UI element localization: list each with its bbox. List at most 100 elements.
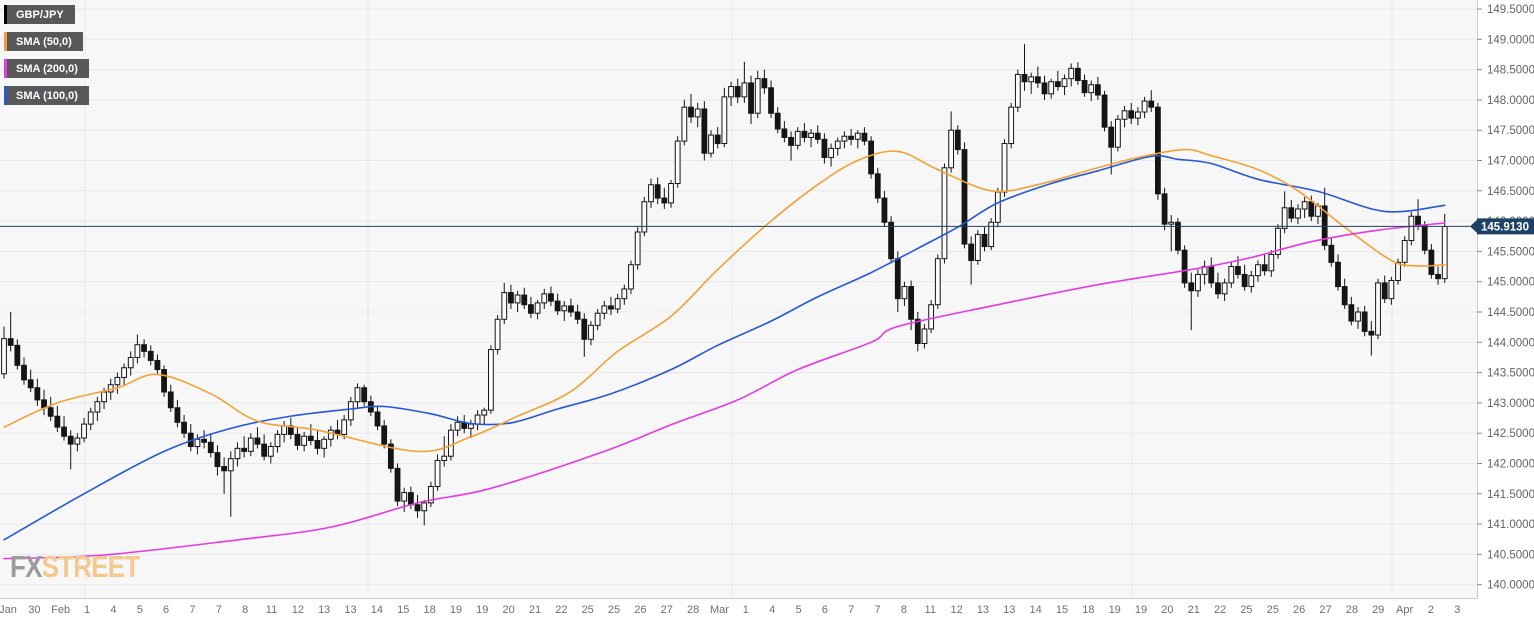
up-candle [354, 383, 361, 409]
down-candle [61, 416, 67, 441]
price-tick-label: 140.0000 [1487, 580, 1534, 592]
up-candle [81, 418, 87, 443]
up-candle [1028, 72, 1035, 94]
price-tick-label: 149.5000 [1487, 4, 1534, 16]
down-candle [181, 415, 187, 439]
up-candle [561, 301, 568, 322]
down-candle [1328, 238, 1335, 267]
up-candle [974, 230, 981, 265]
up-candle [1228, 262, 1235, 288]
date-tick-label: 4 [110, 604, 116, 616]
date-tick-label: 27 [1319, 604, 1331, 616]
date-tick-label: Jan [0, 604, 17, 616]
down-candle [774, 107, 781, 134]
sma-50-line [3, 148, 1446, 453]
date-tick-label: 30 [28, 604, 40, 616]
sma50-label: SMA (50,0) [16, 35, 72, 48]
up-candle [441, 436, 448, 467]
date-tick-label: 2 [1428, 604, 1434, 616]
down-candle [861, 127, 868, 146]
legend-item-sma200: SMA (200,0) [4, 59, 89, 78]
up-candle [1141, 96, 1148, 119]
price-tick-label: 147.0000 [1487, 156, 1534, 168]
price-tick-label: 145.0000 [1487, 277, 1534, 289]
date-tick-label: 14 [371, 604, 383, 616]
down-candle [147, 345, 154, 366]
up-candle [828, 143, 834, 167]
date-tick-label: 12 [950, 604, 962, 616]
fxstreet-watermark: FXSTREET [10, 549, 140, 585]
up-candle [74, 433, 81, 452]
current-price-badge: 145.9130 [1470, 218, 1534, 235]
down-candle [394, 463, 401, 506]
up-candle [634, 227, 641, 270]
down-candle [7, 312, 14, 352]
down-candle [1188, 272, 1195, 331]
date-tick-label: 6 [822, 604, 828, 616]
price-tick-label: 149.0000 [1487, 34, 1534, 46]
up-candle [234, 442, 241, 467]
down-candle [1094, 76, 1101, 100]
sma200-color-bar [4, 59, 7, 78]
date-tick-label: 6 [163, 604, 169, 616]
up-candle [901, 281, 908, 306]
down-candle [881, 190, 888, 228]
down-candle [1428, 244, 1435, 279]
date-tick-label: 8 [242, 604, 248, 616]
date-tick-label: 26 [1293, 604, 1305, 616]
down-candle [1155, 102, 1161, 200]
down-candle [221, 457, 228, 494]
down-candle [688, 93, 694, 123]
date-tick-label: 21 [1188, 604, 1200, 616]
down-candle [261, 434, 268, 461]
up-candle [834, 137, 841, 156]
down-candle [381, 419, 388, 449]
sma50-color-bar [4, 32, 7, 51]
down-candle [1288, 199, 1295, 223]
down-candle [1108, 121, 1115, 175]
down-candle [814, 125, 821, 144]
date-tick-label: 5 [795, 604, 801, 616]
date-tick-label: 15 [1056, 604, 1068, 616]
down-candle [1034, 66, 1041, 88]
candles-layer [1, 44, 1448, 526]
up-candle [854, 130, 861, 149]
date-tick-label: 19 [476, 604, 488, 616]
up-candle [514, 290, 521, 312]
down-candle [954, 125, 961, 155]
down-candle [34, 378, 41, 406]
date-tick-label: 20 [503, 604, 515, 616]
up-candle [1375, 278, 1381, 340]
down-candle [761, 69, 768, 94]
up-candle [87, 407, 94, 431]
up-candle [1295, 204, 1301, 225]
up-candle [1068, 63, 1075, 87]
price-badge-arrow [1470, 219, 1478, 234]
up-candle [401, 487, 408, 512]
up-candle [808, 128, 814, 148]
date-tick-label: 11 [266, 604, 277, 616]
up-candle [674, 136, 681, 188]
down-candle [254, 427, 261, 449]
up-candle [227, 451, 234, 517]
up-candle [741, 61, 748, 103]
down-candle [1101, 90, 1108, 132]
up-candle [1275, 224, 1281, 259]
down-candle [788, 131, 794, 161]
down-candle [1175, 218, 1181, 255]
date-tick-label: 20 [1161, 604, 1173, 616]
up-candle [694, 102, 701, 128]
date-tick-label: 25 [582, 604, 594, 616]
down-candle [521, 287, 528, 309]
price-tick-label: 143.5000 [1487, 368, 1534, 380]
down-candle [214, 445, 221, 476]
down-candle [1054, 70, 1061, 91]
up-candle [648, 178, 654, 208]
down-candle [768, 80, 774, 119]
down-candle [1341, 278, 1348, 309]
up-candle [681, 99, 688, 146]
price-tick-label: 148.5000 [1487, 65, 1534, 77]
up-candle [347, 396, 354, 426]
down-candle [1161, 187, 1168, 231]
